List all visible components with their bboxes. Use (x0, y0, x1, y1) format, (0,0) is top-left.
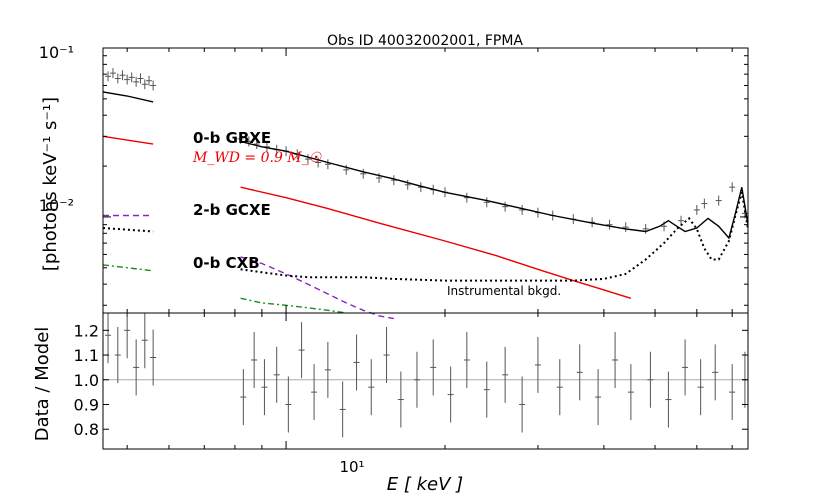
ratio-y-tick-label-1.2: 1.2 (74, 321, 99, 340)
annotation-cxb: 0-b CXB (193, 254, 260, 272)
series-line-total-model-1 (240, 140, 749, 240)
ratio-series-group (103, 313, 748, 438)
ratio-y-tick-label-1: 1.0 (74, 371, 99, 390)
y-tick-label-0.1: 10⁻¹ (39, 43, 74, 62)
spectrum-series-group (102, 68, 749, 320)
annotation-gbxe: 0-b GBXE (193, 129, 271, 147)
series-line-0-b-cxb-1 (240, 297, 347, 314)
ratio-y-ticks: 0.8 0.9 1.0 1.1 1.2 (74, 321, 748, 439)
series-line-instrumental-bkgd--1 (240, 192, 749, 282)
ratio-y-tick-label-0.9: 0.9 (74, 395, 99, 414)
ratio-y-tick-label-1.1: 1.1 (74, 346, 99, 365)
main-y-axis-label: [photons keV⁻¹ s⁻¹] (40, 97, 61, 271)
ratio-y-axis-label: Data / Model (32, 327, 53, 442)
annotation-wd-mass: M_WD = 0.9 M_☉ (192, 150, 323, 166)
spectrum-panel: Obs ID 40032002001, FPMA 10⁻¹ 10⁻² [phot… (39, 33, 749, 449)
series-line-2-b-gcxe-1 (240, 256, 394, 320)
series-line-total-model-0 (102, 91, 154, 103)
ratio-y-tick-label-0.8: 0.8 (74, 420, 99, 439)
series-line-0-b-gbxe-0 (102, 135, 154, 145)
x-tick-label-10: 10¹ (339, 458, 364, 476)
y-tick-label-0.01: 10⁻² (39, 196, 74, 215)
chart-title: Obs ID 40032002001, FPMA (327, 33, 523, 49)
main-plot-frame (102, 47, 749, 314)
series-line-instrumental-bkgd--0 (102, 227, 154, 233)
series-line-0-b-cxb-0 (102, 264, 154, 272)
ratio-plot-frame (102, 312, 749, 450)
annotation-gcxe: 2-b GCXE (193, 201, 271, 219)
annotation-instrumental-bkgd: Instrumental bkgd. (447, 284, 561, 298)
ratio-panel: 0.8 0.9 1.0 1.1 1.2 Data / Model 10¹ E [ keV… (32, 313, 748, 495)
main-y-ticks (103, 47, 748, 449)
series-line-0-b-gbxe-1 (240, 186, 632, 299)
x-axis-label: E [ keV ] (387, 474, 463, 495)
